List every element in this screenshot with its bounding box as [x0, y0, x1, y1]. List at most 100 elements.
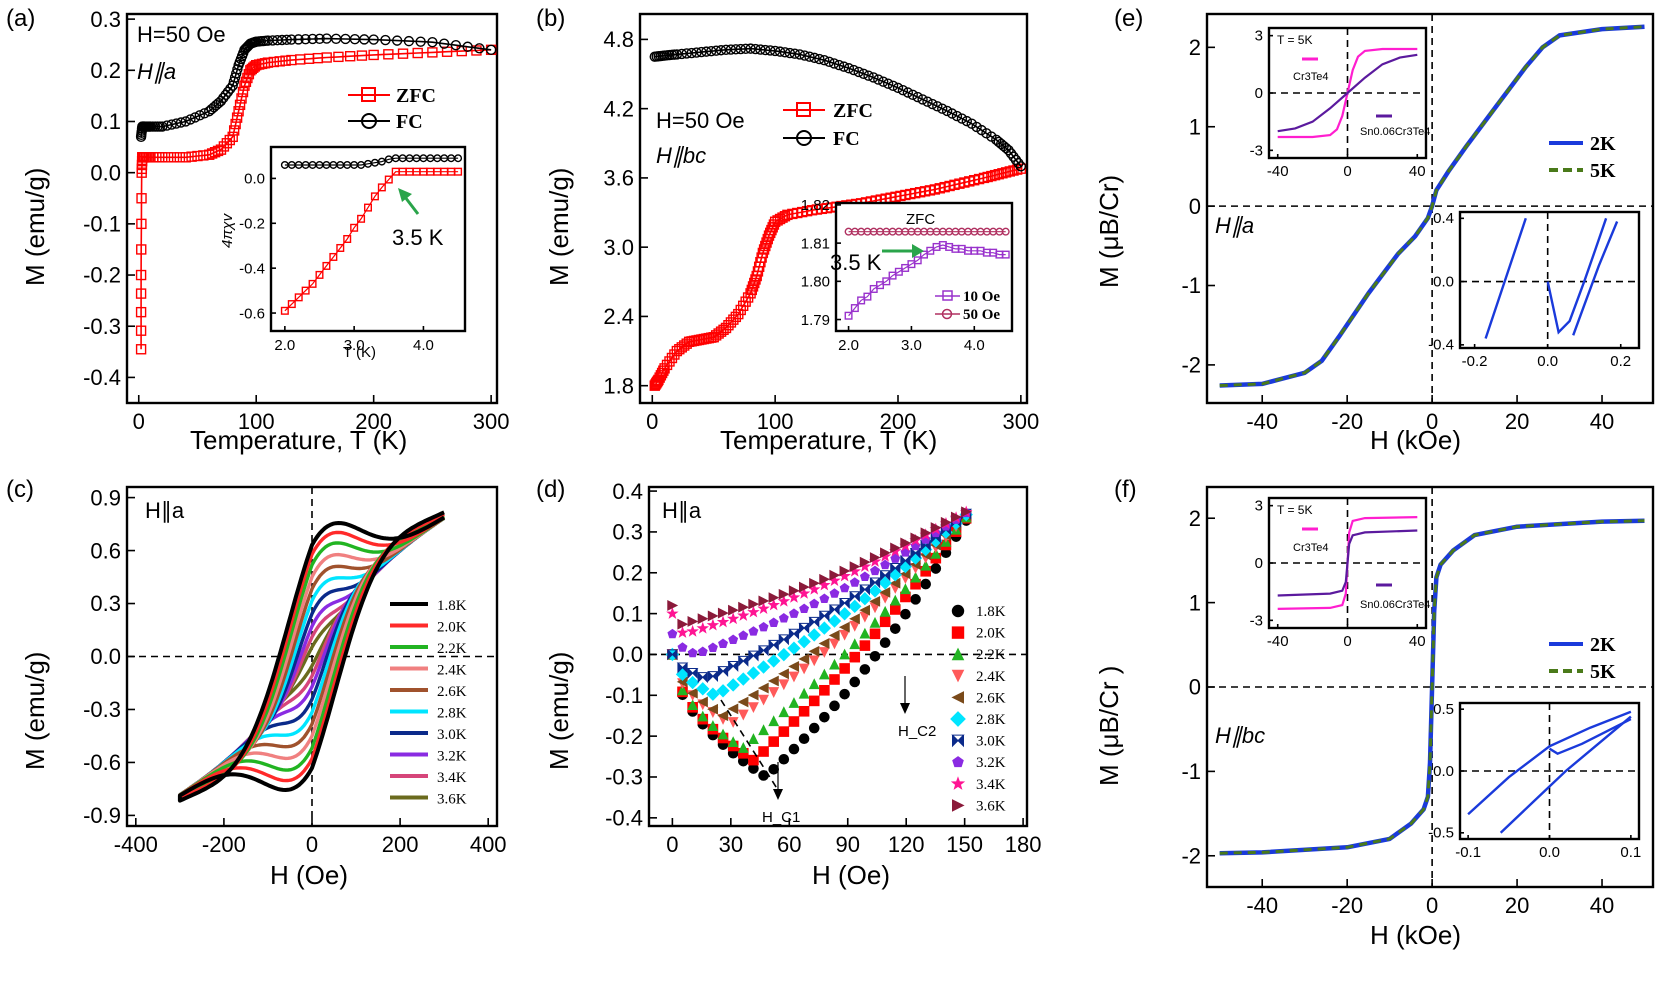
data-point-fc [438, 38, 450, 49]
data-point-1.8K [920, 578, 931, 590]
data-point-3.2K [738, 630, 749, 640]
data-point-3.6K [930, 522, 942, 534]
data-point-fc [897, 84, 909, 96]
data-point-2.6K [717, 710, 729, 722]
panel-b-inset-frame [834, 201, 1014, 333]
data-point-fc [740, 43, 751, 55]
data-point-3.6K [738, 601, 750, 613]
data-point-fc [946, 108, 958, 119]
x-tick-label: -400 [114, 832, 158, 857]
legend-marker-2.6K [951, 691, 964, 704]
legend-sncr3te4-label: Sn0.06Cr3Te4 [1360, 599, 1430, 611]
y-tick-label: 0 [1255, 85, 1263, 102]
data-point-3.6K [819, 573, 831, 585]
data-point-fc [720, 44, 732, 55]
data-point-2.6K [838, 621, 850, 633]
data-point-3.6K [849, 561, 861, 573]
data-point-3.6K [697, 613, 709, 625]
data-point-fc [774, 46, 786, 57]
data-point-3.2K [677, 642, 688, 652]
panel-b-frame [638, 12, 1029, 405]
y-tick-label: 0.1 [90, 109, 121, 134]
panel-e-ticks: -40 -20 0 20 40 2 1 0 -1 -2 [1181, 35, 1614, 434]
y-tick-label: 0 [1189, 194, 1201, 219]
data-point-3.2K [870, 565, 880, 576]
panel-a-plot [135, 33, 497, 355]
x-tick-label: 0.0 [1539, 844, 1560, 861]
data-point-2.2K [697, 710, 709, 722]
data-point-2.4K [758, 694, 769, 706]
data-point-fc [166, 119, 177, 130]
data-point-zfc [209, 146, 221, 158]
panel-a-inset-frame [269, 145, 467, 333]
data-point-3.0K [737, 655, 750, 667]
data-point-2.2K [900, 583, 911, 595]
data-point-2.4K [808, 655, 820, 667]
data-point-2.8K [736, 672, 750, 686]
y-tick-label: -0.4 [83, 365, 121, 390]
y-tick-label: -0.1 [605, 683, 643, 708]
panel-e-plot [1207, 14, 1653, 403]
data-point-2.0K [869, 628, 881, 640]
data-point-3.6K [950, 511, 962, 523]
legend-label-3.4K: 3.4K [437, 770, 467, 786]
data-point-3.0K [869, 577, 881, 589]
data-point-2.6K [798, 653, 810, 665]
y-tick-label: -1 [1181, 759, 1201, 784]
panel-d-ylabel: M (emu/g) [544, 652, 574, 770]
x-tick-label: -20 [1331, 409, 1363, 434]
panel-a-inset-ylabel: 4πχv [219, 212, 236, 248]
data-point-3.0K [757, 645, 770, 657]
data-point-fc [314, 33, 325, 44]
legend-label-2.2K: 2.2K [976, 647, 1006, 663]
data-point-3.0K [767, 639, 780, 651]
panel-a: (a) 0 100 200 300 0.3 0.2 0.1 0.0 -0.1 -0.2 -0.3 -0… [6, 5, 509, 455]
data-point-3.2K [768, 617, 779, 627]
legend-marker-2.4K [951, 669, 965, 683]
data-point-zfc [746, 284, 757, 296]
inset-loop-line [1572, 221, 1619, 336]
panel-b-inset-legend: 10 Oe 50 Oe [935, 289, 1000, 323]
x-tick-label: 300 [1002, 409, 1039, 434]
data-point-2.2K [737, 741, 749, 753]
data-point-2.8K [767, 654, 781, 668]
data-point-fc [769, 45, 781, 57]
y-tick-label: 0.0 [90, 160, 121, 185]
data-point-fc [194, 110, 206, 121]
data-point-3.2K [728, 634, 739, 644]
x-tick-label: 60 [777, 832, 801, 857]
y-tick-label: 4.2 [603, 96, 634, 121]
data-point-1.8K [849, 676, 861, 688]
data-point-zfc [321, 52, 332, 63]
legend-fc-label: FC [833, 128, 860, 150]
data-point-3.0K [899, 555, 912, 567]
legend-label-3.0K: 3.0K [437, 727, 467, 743]
x-tick-label: -0.1 [1455, 844, 1481, 861]
x-tick-label: 3.0 [344, 337, 365, 354]
x-tick-label: 0 [1426, 893, 1438, 918]
y-tick-label: 1.81 [801, 235, 830, 252]
data-point-zfc [135, 344, 147, 355]
data-point-3.6K [920, 527, 932, 539]
legend-zfc-label: ZFC [396, 85, 436, 107]
data-point-fc [750, 43, 761, 55]
inset-data-point [1001, 250, 1010, 259]
x-tick-label: 40 [1409, 163, 1426, 180]
x-tick-label: 150 [946, 832, 983, 857]
y-tick-label: -2 [1181, 353, 1201, 378]
data-point-zfc [136, 244, 147, 255]
y-tick-label: 0.3 [90, 7, 121, 32]
data-point-3.2K [789, 608, 799, 618]
inset-loop-line [1484, 217, 1527, 339]
legend-label-2.6K: 2.6K [437, 684, 467, 700]
data-point-fc [171, 118, 182, 129]
data-point-1.8K [778, 753, 790, 765]
panel-label-f: (f) [1114, 476, 1137, 503]
data-point-fc [691, 47, 702, 58]
panel-a-ticks: 0 100 200 300 0.3 0.2 0.1 0.0 -0.1 -0.2 -0.3 -0.4 [83, 7, 509, 434]
data-point-2.0K [829, 674, 840, 685]
inset-data-point-zfc [350, 223, 359, 232]
data-point-1.8K [798, 733, 810, 745]
x-tick-label: 180 [1005, 832, 1042, 857]
legend-label-2.8K: 2.8K [976, 712, 1006, 728]
